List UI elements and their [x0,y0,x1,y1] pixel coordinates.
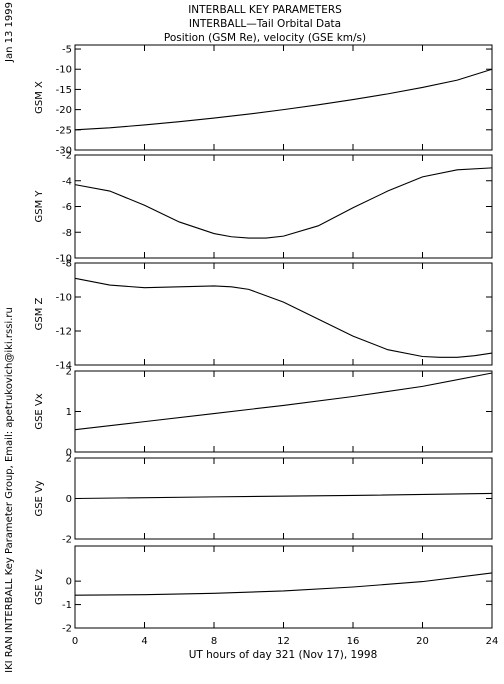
y-axis-label: GSE Vy [34,480,45,516]
y-tick-label: -15 [56,85,72,96]
series-line [74,572,493,596]
panel-frame [74,370,493,453]
x-tick-label: 24 [486,636,499,647]
x-axis-label: UT hours of day 321 (Nov 17), 1998 [189,649,378,661]
panel-frame [74,545,493,629]
y-tick-label: -14 [56,361,72,372]
y-tick-label: -1 [62,600,72,611]
series-line [74,68,493,131]
header-line-1: INTERBALL KEY PARAMETERS [188,4,342,16]
y-tick-label: -8 [62,228,72,239]
y-tick-label: -8 [62,259,72,270]
panel-frame [74,457,493,540]
y-tick-label: -2 [62,151,72,162]
header-line-3: Position (GSM Re), velocity (GSE km/s) [164,32,366,44]
y-tick-label: -12 [56,327,72,338]
y-tick-label: -25 [56,125,72,136]
series-line [74,167,493,239]
y-tick-label: -6 [62,202,72,213]
x-tick-label: 16 [347,636,360,647]
y-axis-label: GSE Vz [34,569,45,605]
y-tick-label: -10 [56,65,72,76]
y-axis-label: GSM Y [34,190,45,223]
date-stamp: Jan 13 1999 [4,2,15,63]
series-line [74,277,493,358]
panel-frame [74,262,493,366]
y-tick-label: -10 [56,254,72,265]
y-tick-label: 0 [66,448,72,459]
series-line [74,492,493,500]
y-tick-label: -2 [62,624,72,635]
series-line [74,372,493,431]
y-tick-label: -5 [62,45,72,56]
x-tick-label: 0 [72,636,78,647]
y-tick-label: -20 [56,105,72,116]
y-tick-label: -2 [62,535,72,546]
y-tick-label: 0 [66,577,72,588]
y-axis-label: GSE Vx [34,393,45,429]
x-tick-label: 20 [416,636,429,647]
y-tick-label: -10 [56,293,72,304]
x-tick-label: 4 [141,636,147,647]
panel-frame [74,44,493,151]
x-tick-label: 12 [277,636,290,647]
x-tick-label: 8 [211,636,217,647]
y-tick-label: -4 [62,176,72,187]
y-tick-label: 0 [66,494,72,505]
y-tick-label: 1 [66,407,72,418]
y-axis-label: GSM X [34,81,45,114]
header-line-2: INTERBALL—Tail Orbital Data [189,18,341,30]
y-tick-label: -30 [56,146,72,157]
credit-line: IKI RAN INTERBALL Key Parameter Group, E… [4,307,15,673]
y-tick-label: 2 [66,454,72,465]
y-axis-label: GSM Z [34,297,45,330]
y-tick-label: 2 [66,367,72,378]
panel-frame [74,154,493,259]
